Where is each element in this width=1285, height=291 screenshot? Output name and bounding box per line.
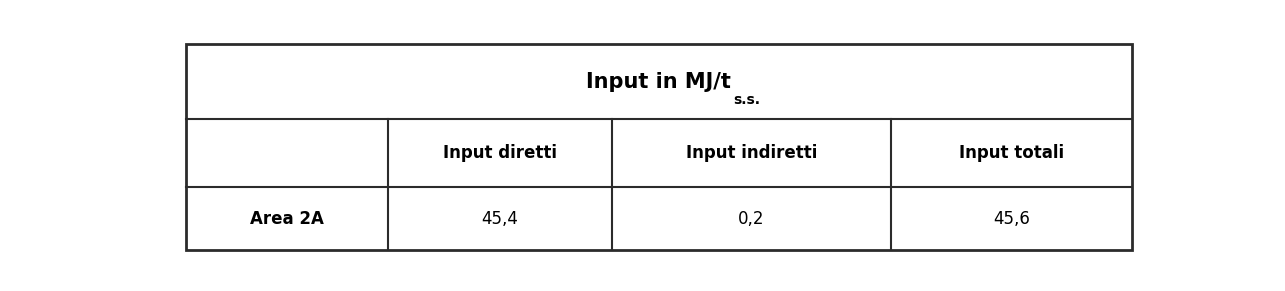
Text: 45,6: 45,6 bbox=[993, 210, 1029, 228]
Text: Input in MJ/t: Input in MJ/t bbox=[586, 72, 731, 91]
Text: Input diretti: Input diretti bbox=[443, 144, 556, 162]
Text: s.s.: s.s. bbox=[732, 93, 759, 107]
Text: 0,2: 0,2 bbox=[739, 210, 765, 228]
Text: Area 2A: Area 2A bbox=[249, 210, 324, 228]
Text: Input indiretti: Input indiretti bbox=[686, 144, 817, 162]
Text: Input totali: Input totali bbox=[959, 144, 1064, 162]
Text: 45,4: 45,4 bbox=[482, 210, 518, 228]
